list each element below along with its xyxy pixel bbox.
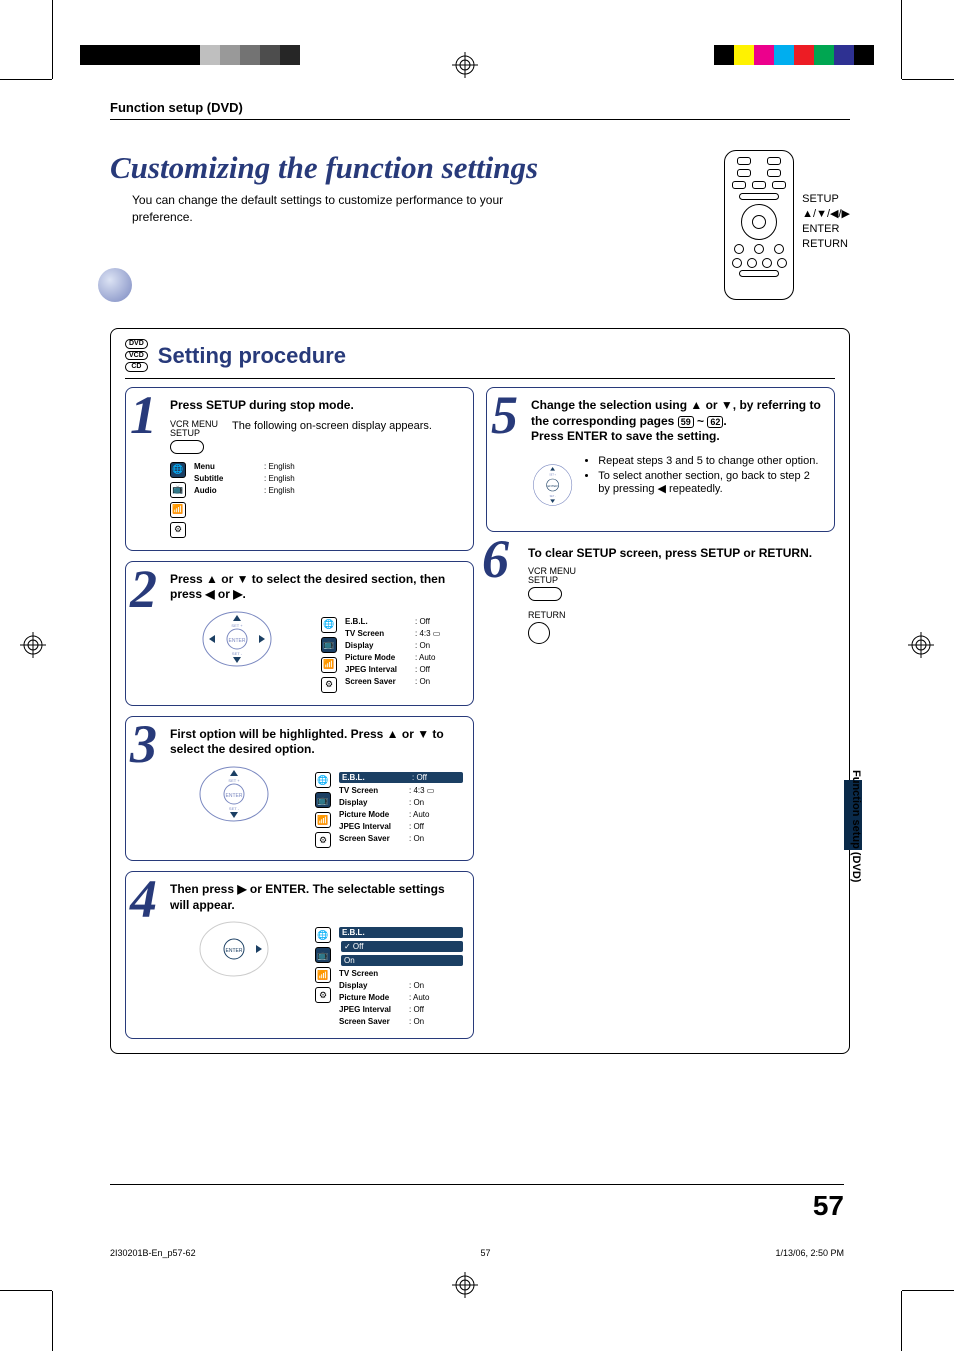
step-number: 1 (130, 394, 157, 436)
remote-label-setup: SETUP (802, 192, 850, 207)
step-number: 3 (130, 723, 157, 765)
badge-cd: CD (125, 362, 148, 372)
osd-preview: 🌐📺📶⚙E.B.L.✓ OffOnTV ScreenDisplay: OnPic… (315, 927, 463, 1026)
dpad-icon: ENTER SET + SET - (531, 451, 574, 519)
step-4: 4 Then press ▶ or ENTER. The selectable … (125, 871, 474, 1039)
svg-text:SET -: SET - (550, 495, 556, 498)
page-ref: 59 (678, 416, 694, 428)
badge-dvd: DVD (125, 339, 148, 349)
page-number-rule (110, 1184, 844, 1185)
step-number: 2 (130, 568, 157, 610)
page-title: Customizing the function settings (110, 150, 550, 186)
remote-label-return: RETURN (802, 237, 850, 252)
procedure-title: Setting procedure (158, 343, 346, 369)
setup-button-icon (170, 440, 204, 454)
side-tab-label: Function setup (DVD) (850, 770, 862, 882)
return-button-icon (528, 622, 550, 644)
svg-text:SET +: SET + (228, 778, 240, 783)
black-bar (80, 45, 200, 65)
footer-page: 57 (481, 1248, 491, 1258)
step-1: 1 Press SETUP during stop mode. VCR MENU… (125, 387, 474, 551)
step-head: First option will be highlighted. Press … (170, 727, 463, 758)
dpad-icon: ENTER SET + SET - (198, 764, 270, 824)
bullet: To select another section, go back to st… (598, 470, 824, 495)
crosshair-icon (452, 1272, 478, 1298)
bullet: Repeat steps 3 and 5 to change other opt… (598, 455, 824, 467)
step-number: 4 (130, 878, 157, 920)
step-bullets: Repeat steps 3 and 5 to change other opt… (588, 455, 824, 519)
svg-text:SET +: SET + (231, 623, 243, 628)
step-body-text: The following on-screen display appears. (232, 420, 432, 454)
step-5: 5 Change the selection using ▲ or ▼, by … (486, 387, 835, 532)
procedure-container: DVD VCD CD Setting procedure 1 Press SET… (110, 328, 850, 1054)
dpad-icon: ENTER (198, 919, 270, 979)
svg-text:SET -: SET - (231, 651, 242, 656)
remote-labels: SETUP ▲/▼/◀/▶ ENTER RETURN (802, 192, 850, 251)
step-2: 2 Press ▲ or ▼ to select the desired sec… (125, 561, 474, 706)
disc-badges: DVD VCD CD (125, 339, 148, 372)
svg-text:SET -: SET - (228, 806, 239, 811)
step-head: Press SETUP during stop mode. (170, 398, 463, 414)
section-header: Function setup (DVD) (110, 100, 850, 115)
step-head: Then press ▶ or ENTER. The selectable se… (170, 882, 463, 913)
step-6: 6 To clear SETUP screen, press SETUP or … (486, 542, 835, 645)
page-number: 57 (813, 1190, 844, 1222)
color-swatches (714, 45, 874, 65)
footer-file: 2I30201B-En_p57-62 (110, 1248, 196, 1258)
return-label: RETURN (528, 611, 835, 620)
step-head: To clear SETUP screen, press SETUP or RE… (528, 546, 835, 562)
svg-text:SET +: SET + (549, 473, 556, 476)
footer-timestamp: 1/13/06, 2:50 PM (775, 1248, 844, 1258)
header-rule (110, 119, 850, 120)
step-number: 5 (491, 394, 518, 436)
crosshair-icon (908, 632, 934, 658)
step-3: 3 First option will be highlighted. Pres… (125, 716, 474, 861)
step-number: 6 (482, 538, 509, 580)
remote-label-enter: ENTER (802, 222, 850, 237)
badge-vcd: VCD (125, 351, 148, 361)
page-ref: 62 (707, 416, 723, 428)
osd-preview: 🌐📺📶⚙E.B.L.: OffTV Screen: 4:3 ▭Display: … (315, 772, 463, 848)
svg-text:ENTER: ENTER (228, 638, 245, 644)
osd-preview: 🌐📺📶⚙E.B.L.: OffTV Screen: 4:3 ▭Display: … (321, 617, 463, 693)
decorative-sphere (98, 268, 132, 302)
setup-button-icon (528, 587, 562, 601)
svg-text:ENTER: ENTER (548, 484, 559, 488)
vcr-setup-label: VCR MENU SETUP (170, 420, 218, 438)
svg-text:ENTER: ENTER (225, 793, 242, 799)
remote-label-arrows: ▲/▼/◀/▶ (802, 207, 850, 222)
crosshair-icon (20, 632, 46, 658)
footer-meta: 2I30201B-En_p57-62 57 1/13/06, 2:50 PM (110, 1248, 844, 1258)
step-head: Change the selection using ▲ or ▼, by re… (531, 398, 824, 445)
svg-text:ENTER: ENTER (225, 948, 242, 954)
remote-illustration: SETUP ▲/▼/◀/▶ ENTER RETURN (724, 150, 850, 300)
grey-swatches (200, 45, 300, 65)
vcr-setup-label: VCR MENU SETUP (528, 567, 835, 585)
osd-preview: 🌐📺📶⚙Menu: EnglishSubtitle: EnglishAudio:… (170, 462, 463, 538)
step-head: Press ▲ or ▼ to select the desired secti… (170, 572, 463, 603)
page-subtitle: You can change the default settings to c… (132, 192, 550, 226)
dpad-icon: ENTER SET + SET - (201, 609, 273, 669)
crosshair-icon (452, 52, 478, 78)
